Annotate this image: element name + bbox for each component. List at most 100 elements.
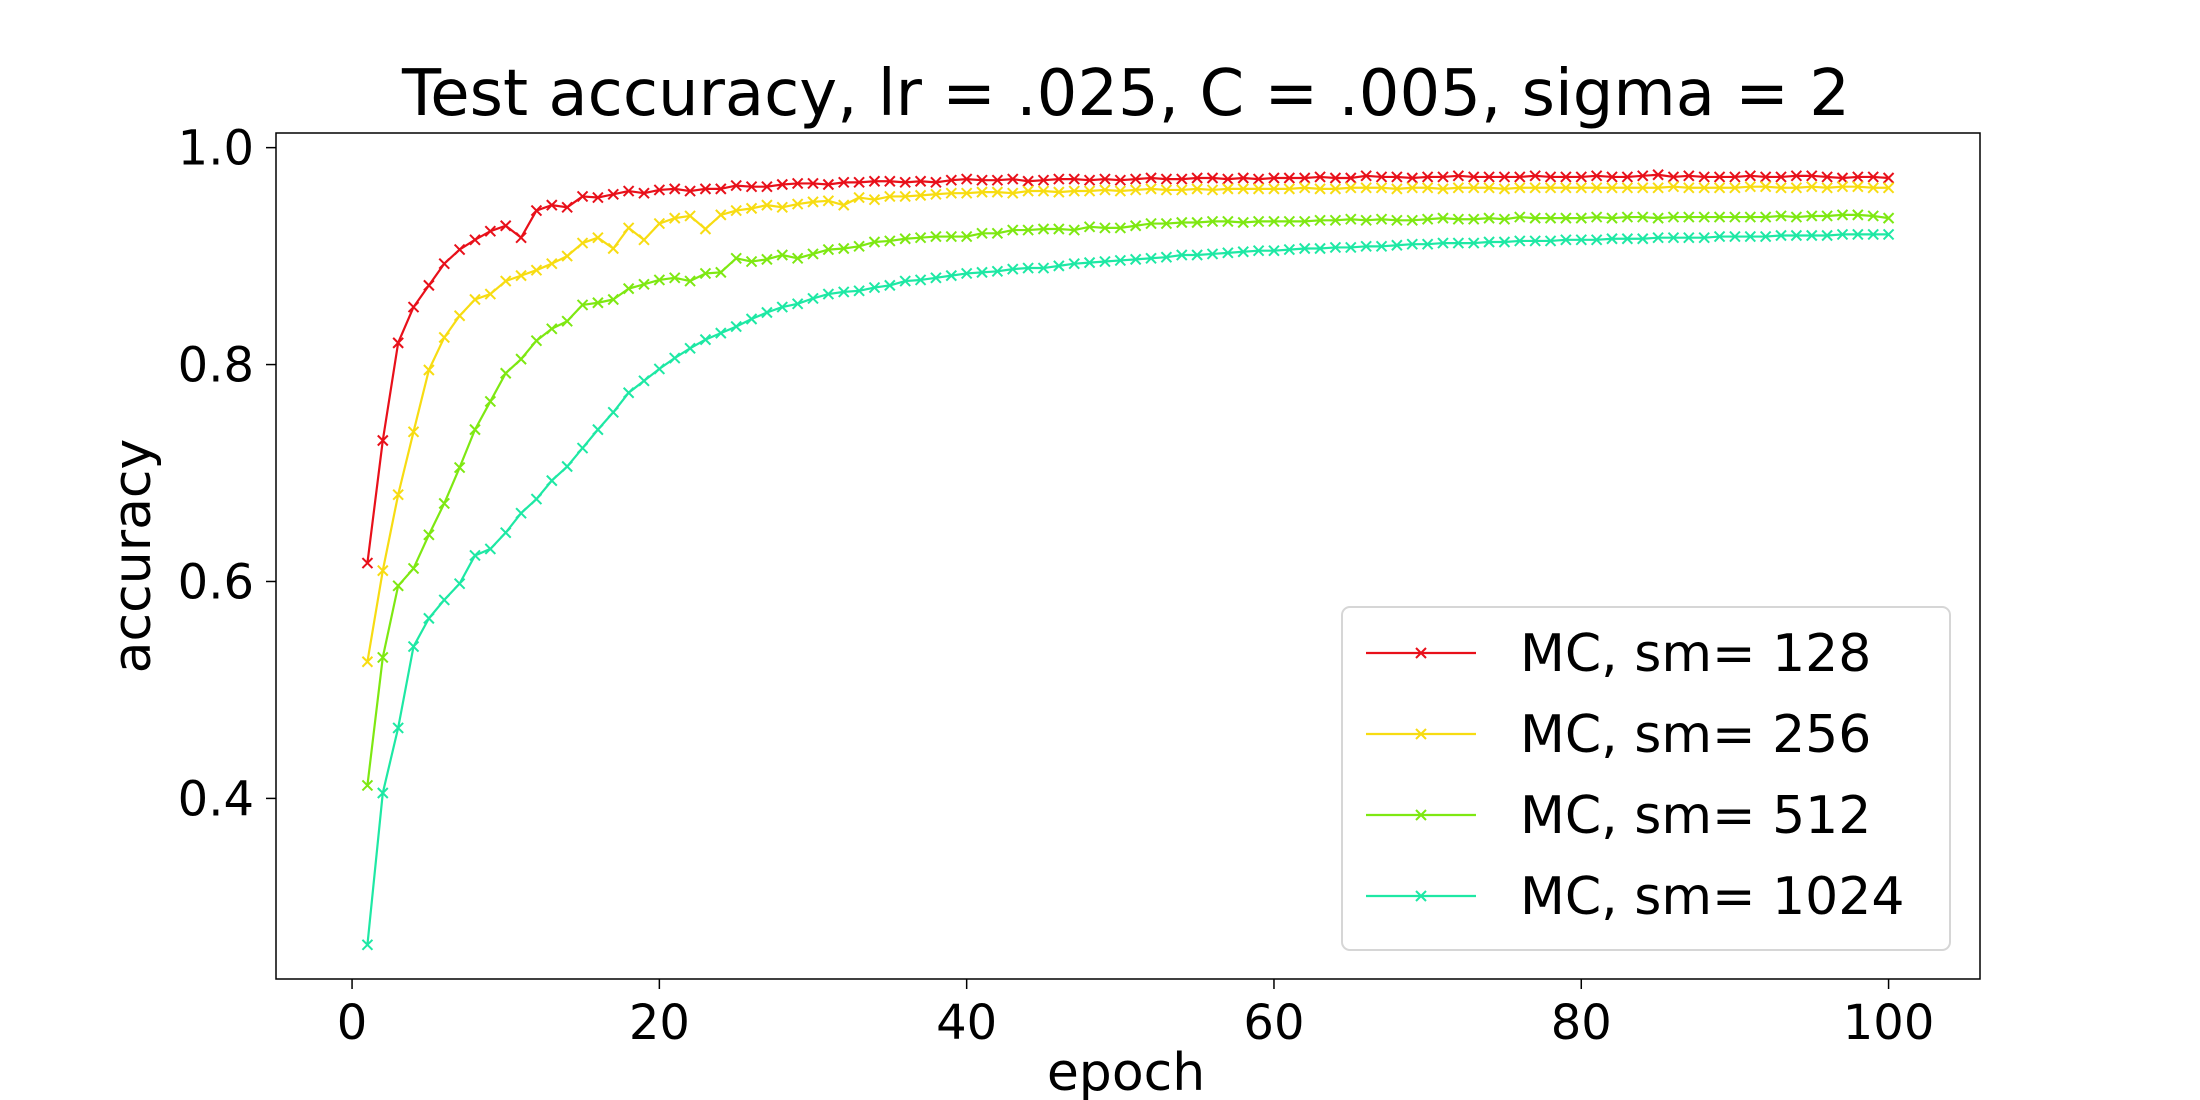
data-point-marker (500, 367, 512, 379)
data-point-marker (960, 173, 973, 185)
data-point-marker (884, 235, 896, 247)
data-point-marker (1544, 171, 1557, 183)
data-point-marker (745, 202, 758, 215)
data-point-marker (1621, 182, 1634, 194)
chart-title: Test accuracy, lr = .025, C = .005, sigm… (401, 57, 1850, 131)
data-point-marker (1114, 222, 1127, 234)
data-point-marker (1606, 212, 1618, 224)
data-point-marker (914, 175, 927, 187)
data-point-marker (884, 279, 896, 292)
data-point-marker (515, 231, 527, 244)
data-point-marker (1498, 171, 1511, 183)
legend-swatch-marker (1415, 647, 1427, 659)
data-point-marker (1514, 182, 1526, 194)
data-point-marker (438, 331, 450, 344)
data-point-marker (991, 265, 1004, 277)
data-point-marker (1852, 209, 1864, 221)
data-point-marker (361, 557, 374, 569)
x-tick-label: 60 (1243, 995, 1304, 1051)
data-point-marker (438, 257, 450, 270)
data-point-marker (1114, 174, 1127, 186)
data-point-marker (1268, 172, 1280, 184)
data-point-marker (1683, 182, 1695, 194)
series-line (366, 233, 1889, 945)
data-point-marker (1053, 173, 1065, 185)
data-point-marker (669, 352, 681, 364)
data-point-marker (1667, 211, 1680, 223)
data-point-marker (1068, 173, 1080, 185)
data-point-marker (669, 212, 681, 224)
data-point-marker (1514, 211, 1526, 223)
data-point-marker (1729, 211, 1741, 223)
data-point-marker (807, 292, 819, 305)
data-point-marker (1375, 213, 1388, 225)
data-point-marker (822, 195, 835, 207)
data-point-marker (561, 315, 573, 327)
data-point-marker (730, 204, 742, 217)
data-point-marker (1821, 171, 1833, 183)
data-point-marker (1391, 214, 1403, 227)
data-point-marker (1053, 260, 1065, 272)
data-point-marker (1191, 183, 1203, 195)
data-point-marker (407, 426, 420, 438)
data-point-marker (1713, 230, 1726, 243)
data-point-marker (1206, 215, 1219, 228)
data-point-marker (1744, 230, 1756, 243)
data-point-marker (960, 230, 973, 243)
data-point-marker (484, 288, 497, 300)
data-point-marker (1744, 180, 1756, 193)
data-point-marker (1759, 171, 1772, 183)
data-point-marker (423, 612, 435, 625)
data-point-marker (669, 183, 681, 195)
data-point-marker (561, 201, 573, 214)
data-point-marker (1345, 172, 1357, 184)
data-point-marker (945, 174, 958, 186)
data-point-marker (1083, 221, 1096, 233)
data-point-marker (423, 279, 435, 292)
data-point-marker (791, 252, 804, 264)
data-point-marker (592, 297, 604, 309)
data-point-marker (576, 299, 589, 311)
data-point-marker (1529, 235, 1541, 247)
data-point-marker (638, 375, 650, 387)
data-point-marker (899, 176, 911, 189)
data-point-marker (699, 267, 712, 280)
data-point-marker (1437, 212, 1449, 224)
data-point-marker (1867, 228, 1879, 241)
data-point-marker (1483, 182, 1495, 194)
data-point-marker (1099, 173, 1111, 185)
data-point-marker (1590, 170, 1603, 182)
data-point-marker (1698, 182, 1710, 194)
data-point-marker (1222, 173, 1234, 185)
data-point-marker (1145, 252, 1157, 264)
data-point-marker (991, 174, 1004, 186)
data-point-marker (453, 310, 466, 322)
data-point-marker (1606, 233, 1618, 245)
data-point-marker (515, 507, 527, 519)
data-point-marker (1022, 175, 1034, 187)
data-point-marker (1698, 231, 1710, 244)
data-point-marker (1099, 222, 1111, 234)
data-point-marker (1575, 212, 1587, 224)
data-point-marker (622, 282, 635, 295)
data-point-marker (592, 191, 604, 204)
data-point-marker (515, 269, 527, 282)
data-point-marker (945, 187, 958, 199)
data-point-marker (653, 274, 666, 286)
data-point-marker (791, 298, 804, 310)
data-point-marker (638, 234, 650, 246)
data-point-marker (377, 651, 389, 664)
data-point-marker (546, 474, 558, 487)
data-point-marker (1252, 183, 1265, 195)
data-point-marker (715, 209, 727, 221)
data-point-marker (730, 252, 742, 264)
data-point-marker (1621, 233, 1634, 245)
series-layer (361, 169, 1895, 951)
data-point-marker (1882, 228, 1895, 241)
data-point-marker (807, 248, 819, 260)
data-point-marker (853, 176, 865, 189)
data-point-marker (1590, 182, 1603, 194)
data-point-marker (1007, 263, 1019, 275)
x-axis-label: epoch (1047, 1043, 1205, 1100)
data-point-marker (1022, 262, 1034, 274)
